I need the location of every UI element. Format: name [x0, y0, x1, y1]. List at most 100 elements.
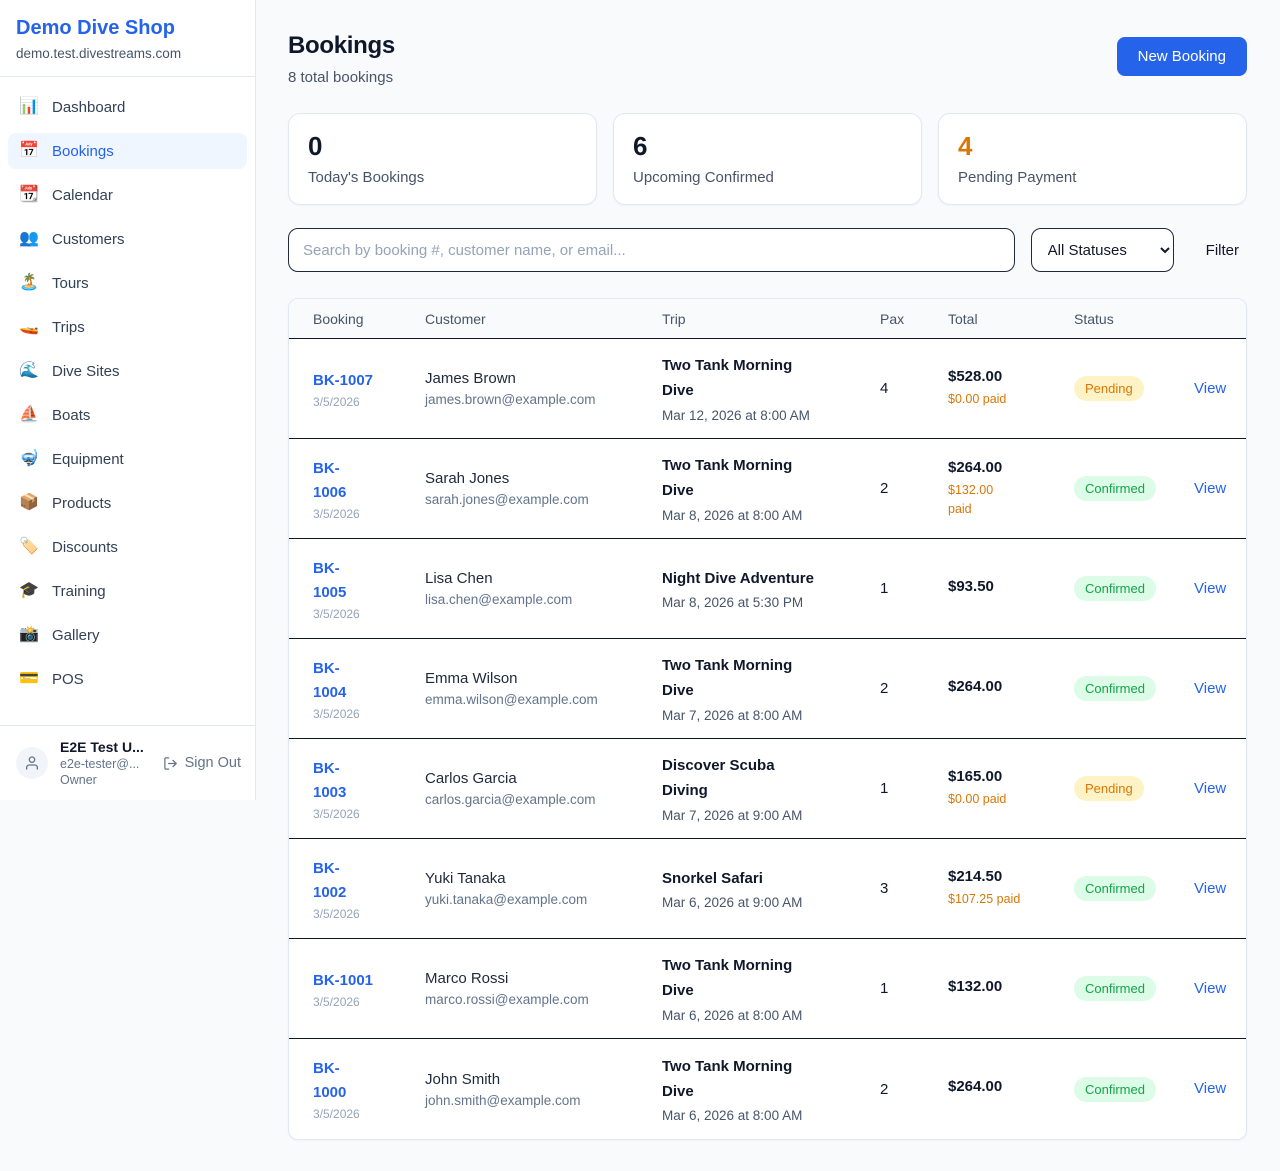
sidebar-item-products[interactable]: 📦 Products — [8, 485, 247, 521]
sidebar-item-icon: 🏷️ — [19, 538, 39, 555]
user-icon — [26, 756, 38, 770]
booking-number-link[interactable]: BK- 1006 — [313, 459, 347, 501]
table-row: BK-1001 3/5/2026 Marco Rossi marco.rossi… — [289, 939, 1246, 1039]
status-badge: Confirmed — [1074, 976, 1156, 1001]
new-booking-button[interactable]: New Booking — [1116, 37, 1247, 76]
logout-icon — [163, 756, 177, 770]
view-link[interactable]: View — [1194, 779, 1227, 797]
view-link[interactable]: View — [1194, 979, 1227, 997]
total-cell: $528.00 $0.00 paid — [948, 368, 1074, 409]
booking-number-link[interactable]: BK- 1003 — [313, 759, 347, 801]
trip-cell: Two Tank Morning Dive Mar 7, 2026 at 8:0… — [662, 654, 880, 723]
sidebar-item-training[interactable]: 🎓 Training — [8, 573, 247, 609]
pax-cell: 2 — [880, 480, 889, 497]
view-link[interactable]: View — [1194, 879, 1227, 897]
trip-cell: Two Tank Morning Dive Mar 6, 2026 at 8:0… — [662, 1055, 880, 1124]
user-section: E2E Test U... e2e-tester@... Owner Sign … — [0, 725, 255, 800]
sidebar-item-pos[interactable]: 💳 POS — [8, 661, 247, 697]
customer-email: emma.wilson@example.com — [425, 692, 598, 707]
status-select[interactable]: All Statuses — [1030, 228, 1174, 272]
total-amount: $132.00 — [948, 977, 1003, 995]
sidebar-item-bookings[interactable]: 📅 Bookings — [8, 133, 247, 169]
sidebar-item-dive-sites[interactable]: 🌊 Dive Sites — [8, 353, 247, 389]
stat-card: 4 Pending Payment — [938, 113, 1247, 205]
sidebar: Demo Dive Shop demo.test.divestreams.com… — [0, 0, 256, 800]
table-row: BK- 1005 3/5/2026 Lisa Chen lisa.chen@ex… — [289, 539, 1246, 639]
avatar — [16, 747, 48, 779]
total-amount: $165.00 — [948, 768, 1003, 786]
sidebar-item-dashboard[interactable]: 📊 Dashboard — [8, 89, 247, 125]
actions-cell: View — [1194, 480, 1238, 498]
booking-date: 3/5/2026 — [313, 606, 360, 621]
sidebar-item-trips[interactable]: 🚤 Trips — [8, 309, 247, 345]
sign-out-label: Sign Out — [184, 755, 241, 771]
stat-label: Upcoming Confirmed — [633, 169, 774, 186]
booking-cell: BK- 1005 3/5/2026 — [313, 557, 425, 621]
pax-cell: 4 — [880, 380, 889, 397]
sidebar-item-boats[interactable]: ⛵ Boats — [8, 397, 247, 433]
sidebar-item-icon: 🎓 — [19, 582, 39, 599]
paid-amount: $132.00 paid — [948, 482, 994, 516]
status-badge: Confirmed — [1074, 576, 1156, 601]
filter-button[interactable]: Filter — [1198, 234, 1247, 267]
booking-date: 3/5/2026 — [313, 906, 360, 921]
sidebar-item-label: Equipment — [52, 450, 124, 468]
booking-number-link[interactable]: BK- 1000 — [313, 1060, 347, 1101]
view-link[interactable]: View — [1194, 679, 1227, 697]
sidebar-item-icon: 📸 — [19, 626, 39, 643]
actions-cell: View — [1194, 780, 1238, 798]
booking-cell: BK-1001 3/5/2026 — [313, 969, 425, 1009]
sidebar-item-equipment[interactable]: 🤿 Equipment — [8, 441, 247, 477]
column-header-customer: Customer — [425, 310, 486, 327]
pax-cell: 1 — [880, 580, 889, 597]
sidebar-item-discounts[interactable]: 🏷️ Discounts — [8, 529, 247, 565]
paid-amount: $0.00 paid — [948, 792, 1007, 807]
view-link[interactable]: View — [1194, 1080, 1227, 1097]
status-badge: Confirmed — [1074, 476, 1156, 501]
search-input[interactable] — [288, 228, 1015, 272]
column-header-trip: Trip — [662, 310, 686, 327]
sidebar-item-calendar[interactable]: 📆 Calendar — [8, 177, 247, 213]
booking-number-link[interactable]: BK- 1004 — [313, 659, 347, 701]
customer-cell: Lisa Chen lisa.chen@example.com — [425, 570, 662, 607]
booking-number-link[interactable]: BK-1001 — [313, 971, 374, 989]
trip-cell: Night Dive Adventure Mar 8, 2026 at 5:30… — [662, 567, 880, 611]
sidebar-item-gallery[interactable]: 📸 Gallery — [8, 617, 247, 653]
sidebar-item-label: Tours — [52, 274, 89, 292]
column-header-booking: Booking — [313, 310, 364, 327]
booking-number-link[interactable]: BK- 1005 — [313, 559, 347, 601]
sidebar-item-tours[interactable]: 🏝️ Tours — [8, 265, 247, 301]
sign-out-button[interactable]: Sign Out — [163, 755, 241, 771]
trip-datetime: Mar 7, 2026 at 8:00 AM — [662, 707, 803, 723]
sidebar-item-label: Discounts — [52, 538, 118, 556]
actions-cell: View — [1194, 980, 1238, 998]
trip-name: Two Tank Morning Dive — [662, 957, 793, 999]
status-cell: Pending — [1074, 376, 1194, 401]
view-link[interactable]: View — [1194, 579, 1227, 597]
customer-name: John Smith — [425, 1070, 501, 1088]
view-link[interactable]: View — [1194, 379, 1227, 397]
booking-number-link[interactable]: BK- 1002 — [313, 859, 347, 901]
customer-email: james.brown@example.com — [425, 392, 596, 407]
table-body: BK-1007 3/5/2026 James Brown james.brown… — [289, 339, 1246, 1139]
total-cell: $132.00 — [948, 978, 1074, 1000]
customer-email: carlos.garcia@example.com — [425, 792, 596, 807]
sidebar-item-label: Bookings — [52, 142, 114, 160]
customer-email: sarah.jones@example.com — [425, 492, 589, 507]
sidebar-item-label: Dive Sites — [52, 362, 120, 380]
paid-amount: $107.25 paid — [948, 892, 1021, 907]
table-row: BK- 1000 3/5/2026 John Smith john.smith@… — [289, 1039, 1246, 1139]
customer-cell: Carlos Garcia carlos.garcia@example.com — [425, 770, 662, 807]
trip-cell: Two Tank Morning Dive Mar 12, 2026 at 8:… — [662, 354, 880, 423]
total-cell: $264.00 $132.00 paid — [948, 459, 1074, 519]
booking-cell: BK- 1002 3/5/2026 — [313, 857, 425, 921]
view-link[interactable]: View — [1194, 479, 1227, 497]
customer-cell: Yuki Tanaka yuki.tanaka@example.com — [425, 870, 662, 907]
user-info: E2E Test U... e2e-tester@... Owner — [60, 739, 151, 787]
customer-name: James Brown — [425, 370, 516, 387]
trip-datetime: Mar 6, 2026 at 8:00 AM — [662, 1007, 803, 1023]
sidebar-item-customers[interactable]: 👥 Customers — [8, 221, 247, 257]
customer-email: yuki.tanaka@example.com — [425, 892, 588, 907]
booking-number-link[interactable]: BK-1007 — [313, 371, 374, 389]
trip-name: Two Tank Morning Dive — [662, 457, 793, 499]
